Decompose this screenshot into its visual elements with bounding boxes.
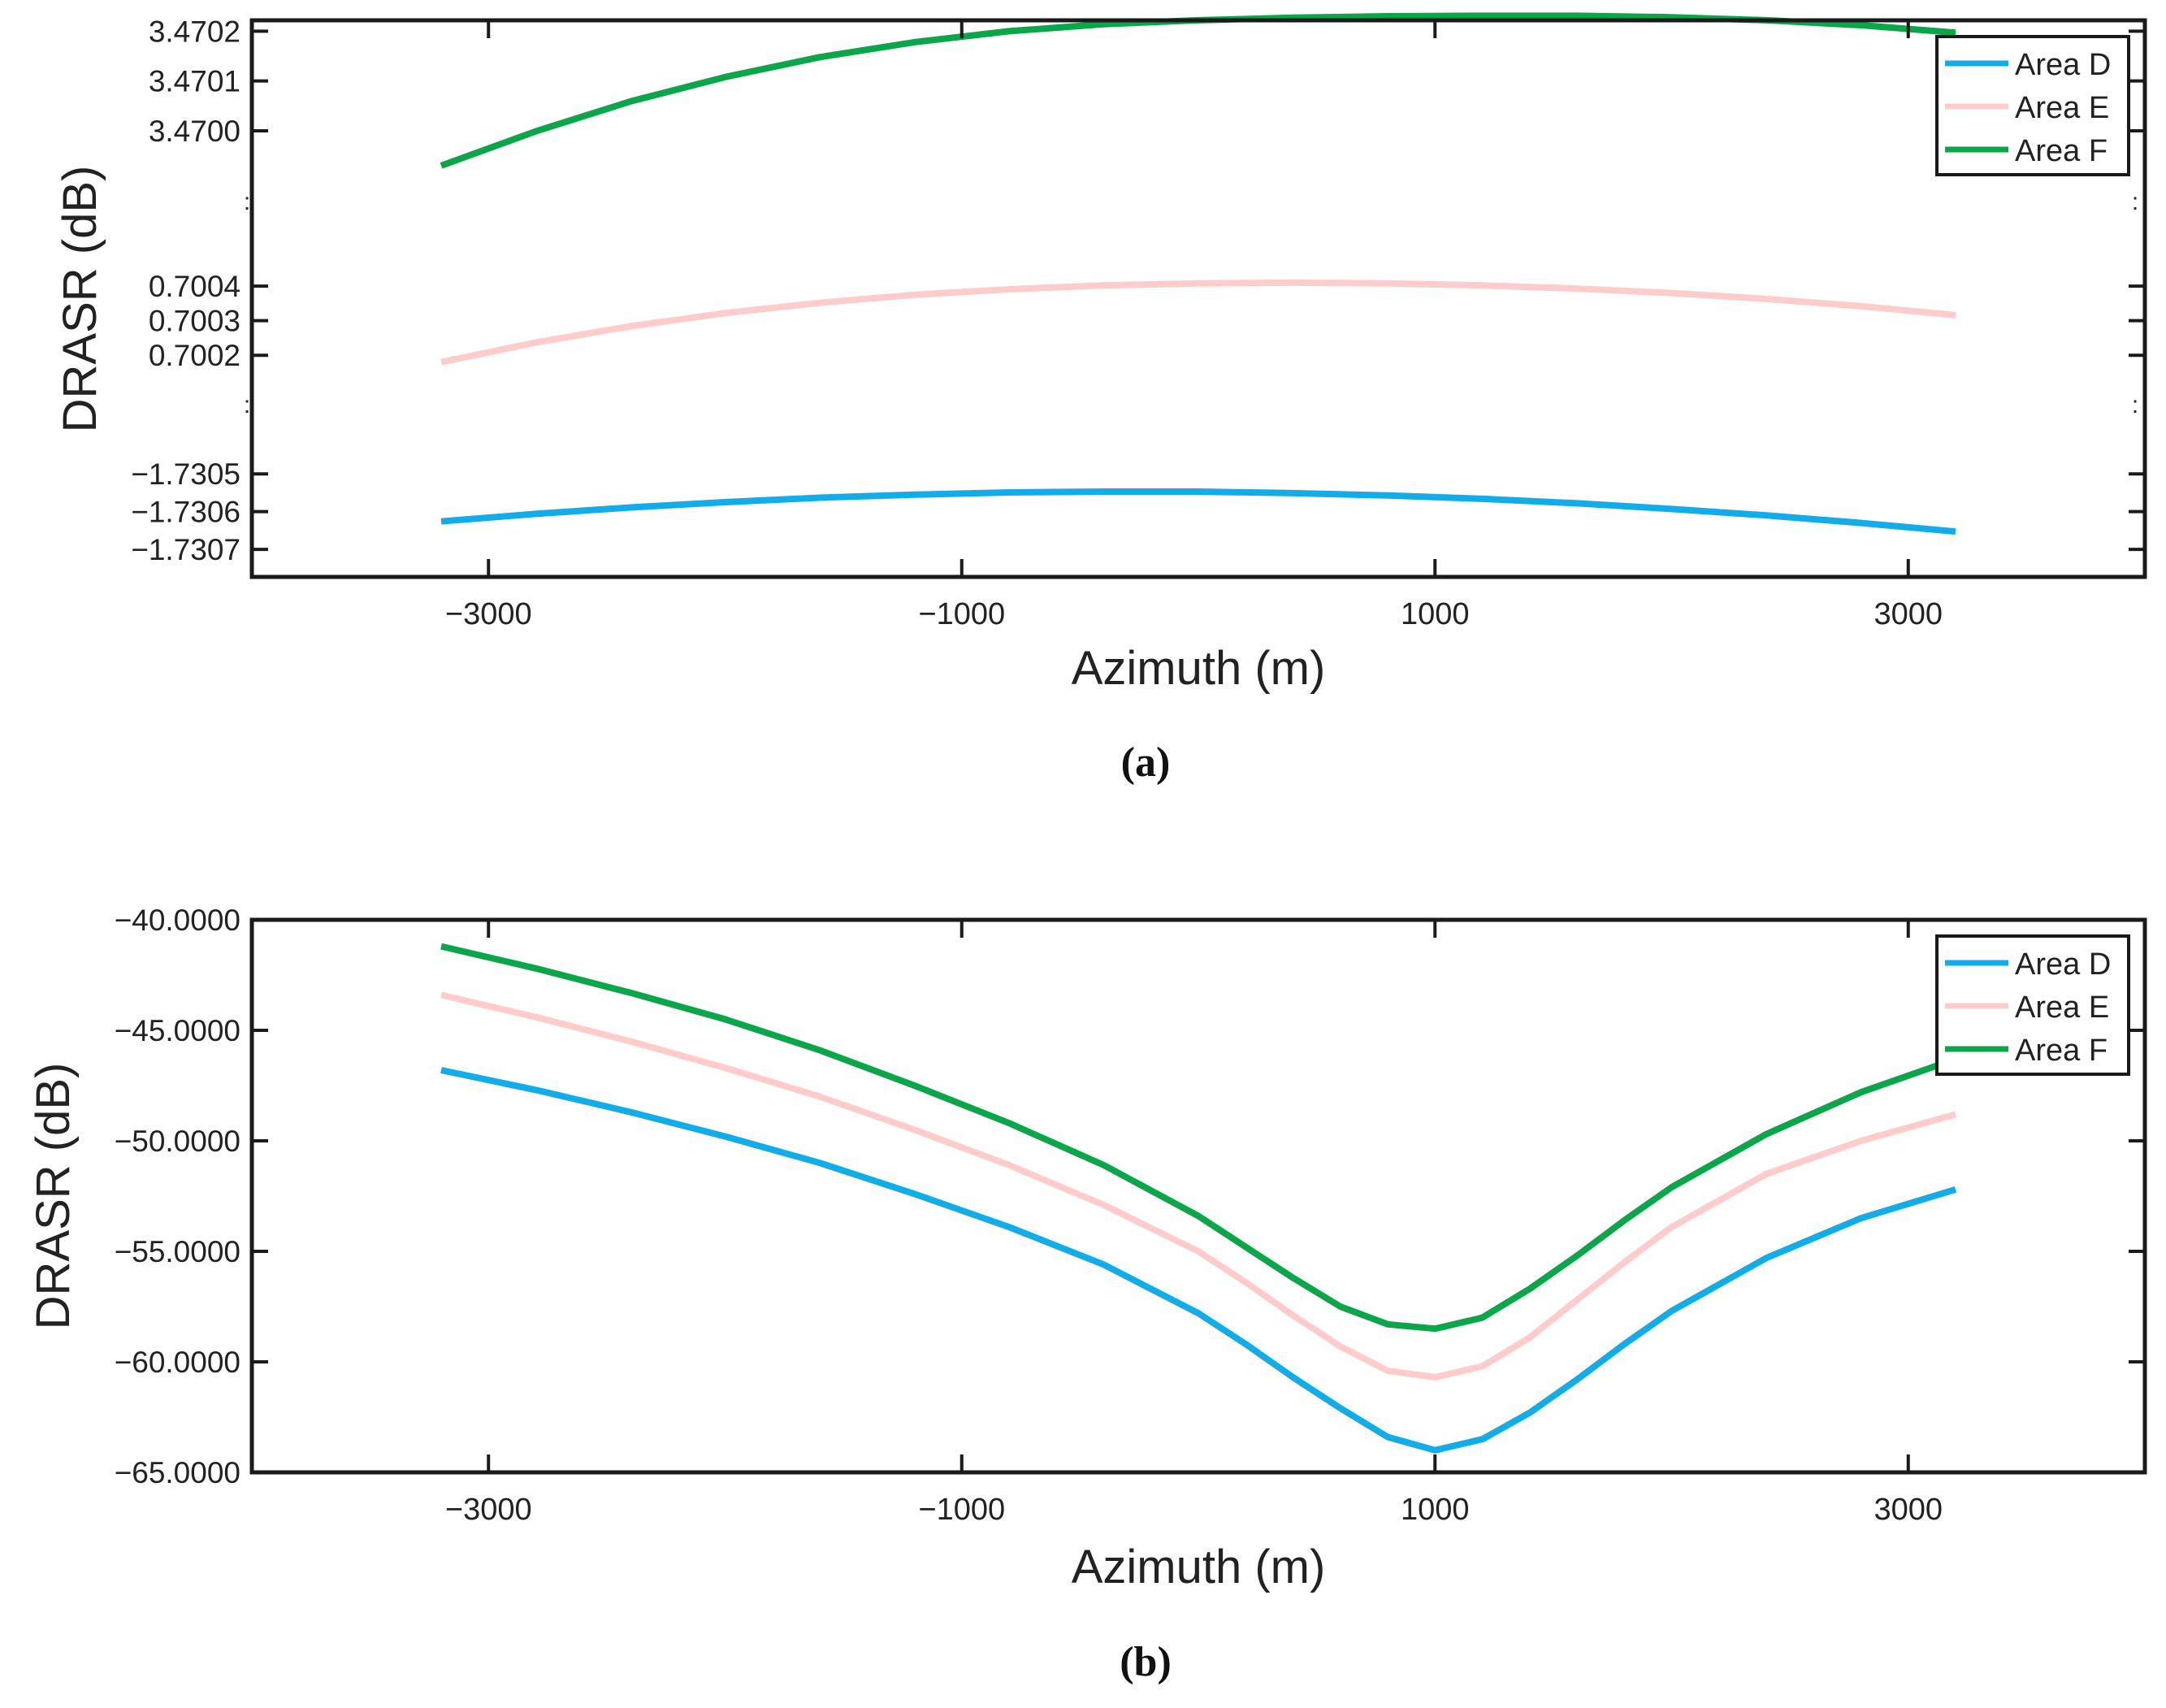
panel-b-axes-frame bbox=[249, 917, 2147, 1475]
panel-a-axis-break-upper-right: : bbox=[2132, 189, 2138, 215]
panel-b-legend-label-area-e: Area E bbox=[2015, 991, 2109, 1025]
panel-a-y-tick-label: 0.7004 bbox=[149, 270, 240, 303]
panel-b-x-axis-title: Azimuth (m) bbox=[1072, 1541, 1326, 1593]
panel-b-x-tick-label: −1000 bbox=[918, 1493, 1005, 1527]
panel-a-axes-frame bbox=[249, 18, 2147, 579]
panel-b-x-tick-label: 1000 bbox=[1401, 1493, 1470, 1527]
panel-b-y-tick-label: −45.0000 bbox=[115, 1014, 240, 1047]
panel-b-x-ticks: −3000 −1000 1000 3000 bbox=[445, 920, 1943, 1527]
panel-a-caption: (a) bbox=[1121, 739, 1171, 786]
panel-b-series-line-area-f bbox=[440, 943, 1957, 1333]
panel-b-series-line-area-d bbox=[440, 1067, 1957, 1454]
panel-a-y-tick-label: 3.4702 bbox=[149, 15, 240, 48]
panel-a-series-line-area-e bbox=[440, 279, 1956, 366]
panel-a-legend-label-area-d: Area D bbox=[2015, 48, 2111, 82]
panel-b-x-tick-label: 3000 bbox=[1874, 1493, 1943, 1527]
panel-a-axis-break-lower-right: : bbox=[2132, 392, 2138, 418]
panel-b-caption: (b) bbox=[1120, 1639, 1172, 1685]
panel-a-y-axis-title: DRASR (dB) bbox=[54, 166, 106, 433]
panel-a-axis-break-lower-left: : bbox=[244, 392, 250, 418]
panel-a: −3000 −1000 1000 3000 3.4700 3.4701 3.4702 0.7… bbox=[54, 12, 2147, 786]
panel-b-y-tick-label: −40.0000 bbox=[115, 904, 240, 937]
panel-b-legend-label-area-f: Area F bbox=[2015, 1034, 2108, 1068]
panel-a-axis-break-upper-left: : bbox=[244, 189, 250, 215]
panel-a-legend: Area D Area E Area F bbox=[1935, 35, 2130, 176]
panel-a-y-tick-label: 3.4700 bbox=[149, 115, 240, 148]
panel-b-y-ticks: −65.0000 −60.0000 −55.0000 −50.0000 −45.0000… bbox=[115, 904, 2145, 1489]
panel-b-x-tick-label: −3000 bbox=[445, 1493, 532, 1527]
panel-a-y-tick-label: −1.7305 bbox=[131, 457, 240, 491]
panel-b-series-line-area-e bbox=[440, 991, 1957, 1381]
panel-b-y-tick-label: −55.0000 bbox=[115, 1235, 240, 1268]
panel-a-series-line-area-f bbox=[440, 12, 1956, 169]
panel-a-y-tick-label: 3.4701 bbox=[149, 65, 240, 98]
panel-b-y-axis-title: DRASR (dB) bbox=[27, 1063, 80, 1330]
panel-a-legend-label-area-f: Area F bbox=[2015, 134, 2108, 168]
panel-a-x-axis-title: Azimuth (m) bbox=[1072, 642, 1326, 695]
panel-b-legend: Area D Area E Area F bbox=[1935, 934, 2130, 1076]
panel-b-y-tick-label: −60.0000 bbox=[115, 1346, 240, 1379]
svg-text::: : bbox=[244, 189, 250, 215]
panel-a-plot-area bbox=[440, 12, 1956, 535]
panel-a-x-tick-label: 1000 bbox=[1401, 597, 1470, 631]
panel-a-y-tick-label: −1.7307 bbox=[131, 533, 240, 566]
panel-b-y-tick-label: −65.0000 bbox=[115, 1456, 240, 1489]
svg-text::: : bbox=[2132, 392, 2138, 418]
panel-b-y-tick-label: −50.0000 bbox=[115, 1125, 240, 1158]
panel-b-plot-area bbox=[440, 943, 1957, 1454]
panel-a-x-tick-label: −1000 bbox=[918, 597, 1005, 631]
panel-a-x-tick-label: −3000 bbox=[445, 597, 532, 631]
panel-a-x-ticks: −3000 −1000 1000 3000 bbox=[445, 20, 1943, 631]
svg-text::: : bbox=[244, 392, 250, 418]
panel-a-y-tick-label: 0.7003 bbox=[149, 305, 240, 338]
panel-a-y-tick-label: −1.7306 bbox=[131, 496, 240, 529]
panel-b: −3000 −1000 1000 3000 −65.0000 −60.0000 −55.0… bbox=[27, 904, 2147, 1685]
panel-a-series-line-area-d bbox=[440, 488, 1956, 535]
svg-text::: : bbox=[2132, 189, 2138, 215]
panel-a-legend-label-area-e: Area E bbox=[2015, 91, 2109, 125]
panel-b-legend-label-area-d: Area D bbox=[2015, 947, 2111, 982]
panel-a-y-tick-label: 0.7002 bbox=[149, 339, 240, 372]
panel-a-x-tick-label: 3000 bbox=[1874, 597, 1943, 631]
